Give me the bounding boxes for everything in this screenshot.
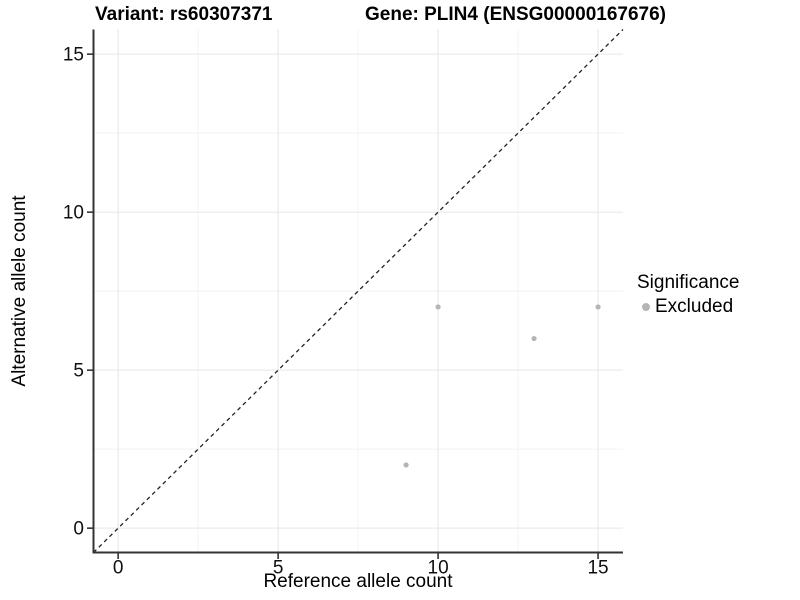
legend-item-label: Excluded [655,296,734,317]
legend: Significance Excluded [637,271,739,318]
y-tick-label: 10 [63,203,84,224]
plot-title-gene: Gene: PLIN4 (ENSG00000167676) [365,4,666,25]
y-axis-label: Alternative allele count [9,195,30,387]
data-point [403,462,409,468]
legend-point-swatch [642,302,650,311]
y-tick-label: 15 [63,45,84,66]
x-tick-label: 15 [587,558,608,579]
legend-title: Significance [637,272,740,293]
data-point [435,304,441,310]
legend-item-excluded: Excluded [637,295,739,318]
x-tick-label: 0 [113,558,124,579]
data-point [595,304,601,310]
plot-title-variant: Variant: rs60307371 [95,4,273,25]
x-tick-label: 5 [273,558,284,579]
y-tick-label: 0 [73,519,84,540]
x-tick-label: 10 [428,558,449,579]
data-point [531,335,537,342]
y-tick-label: 5 [73,361,84,382]
x-axis-label: Reference allele count [263,571,453,592]
